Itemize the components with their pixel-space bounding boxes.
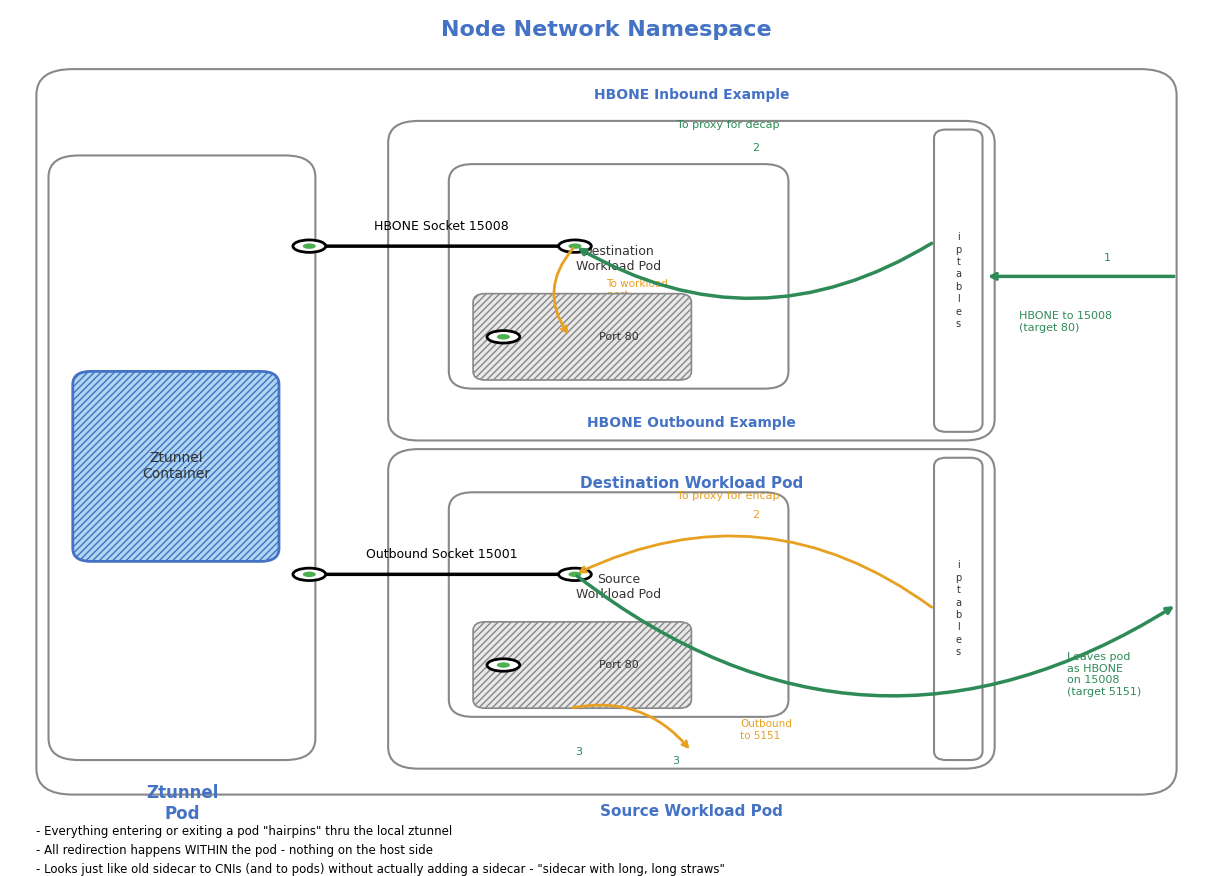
Ellipse shape xyxy=(486,659,519,671)
Text: To workload
port: To workload port xyxy=(606,279,668,300)
Ellipse shape xyxy=(486,330,519,343)
Ellipse shape xyxy=(558,569,592,581)
Text: 2: 2 xyxy=(752,510,759,519)
Ellipse shape xyxy=(303,244,315,249)
FancyBboxPatch shape xyxy=(449,492,788,717)
FancyBboxPatch shape xyxy=(934,130,983,432)
Text: - Everything entering or exiting a pod "hairpins" thru the local ztunnel: - Everything entering or exiting a pod "… xyxy=(36,825,452,837)
Ellipse shape xyxy=(558,240,592,252)
Text: Source
Workload Pod: Source Workload Pod xyxy=(576,573,661,601)
Ellipse shape xyxy=(294,569,325,581)
FancyBboxPatch shape xyxy=(473,293,691,380)
Text: Port 80: Port 80 xyxy=(599,332,638,342)
Text: HBONE Outbound Example: HBONE Outbound Example xyxy=(587,416,796,430)
Text: Node Network Namespace: Node Network Namespace xyxy=(442,20,771,40)
Text: 1: 1 xyxy=(1104,253,1111,264)
Ellipse shape xyxy=(303,572,315,577)
FancyBboxPatch shape xyxy=(388,449,995,768)
Text: Leaves pod
as HBONE
on 15008
(target 5151): Leaves pod as HBONE on 15008 (target 515… xyxy=(1067,652,1141,697)
Text: Destination
Workload Pod: Destination Workload Pod xyxy=(576,245,661,273)
Text: Outbound Socket 15001: Outbound Socket 15001 xyxy=(366,548,517,562)
Text: To proxy for encap: To proxy for encap xyxy=(677,491,779,501)
Text: - Looks just like old sidecar to CNIs (and to pods) without actually adding a si: - Looks just like old sidecar to CNIs (a… xyxy=(36,863,725,876)
Text: Outbound
to 5151: Outbound to 5151 xyxy=(740,719,792,740)
Ellipse shape xyxy=(497,334,509,340)
Text: Ztunnel
Container: Ztunnel Container xyxy=(142,451,210,482)
Text: Source Workload Pod: Source Workload Pod xyxy=(600,804,782,819)
Text: i
p
t
a
b
l
e
s: i p t a b l e s xyxy=(955,561,962,657)
Ellipse shape xyxy=(569,244,581,249)
Text: 3: 3 xyxy=(672,756,679,766)
FancyBboxPatch shape xyxy=(934,458,983,760)
Text: Destination Workload Pod: Destination Workload Pod xyxy=(580,477,803,491)
Text: 2: 2 xyxy=(752,143,759,152)
Text: HBONE Socket 15008: HBONE Socket 15008 xyxy=(374,220,509,233)
FancyBboxPatch shape xyxy=(73,371,279,562)
Text: 3: 3 xyxy=(575,747,582,757)
Text: Port 80: Port 80 xyxy=(599,660,638,670)
Ellipse shape xyxy=(497,662,509,668)
FancyBboxPatch shape xyxy=(473,622,691,708)
Text: - All redirection happens WITHIN the pod - nothing on the host side: - All redirection happens WITHIN the pod… xyxy=(36,844,433,857)
FancyBboxPatch shape xyxy=(36,69,1177,795)
Ellipse shape xyxy=(294,240,325,252)
Ellipse shape xyxy=(569,572,581,577)
Text: i
p
t
a
b
l
e
s: i p t a b l e s xyxy=(955,232,962,329)
Text: Ztunnel
Pod: Ztunnel Pod xyxy=(146,784,218,823)
FancyBboxPatch shape xyxy=(388,121,995,441)
FancyBboxPatch shape xyxy=(449,164,788,389)
FancyBboxPatch shape xyxy=(49,155,315,760)
Text: To proxy for decap: To proxy for decap xyxy=(677,119,779,130)
Text: HBONE Inbound Example: HBONE Inbound Example xyxy=(593,88,790,102)
Text: HBONE to 15008
(target 80): HBONE to 15008 (target 80) xyxy=(1019,311,1112,333)
